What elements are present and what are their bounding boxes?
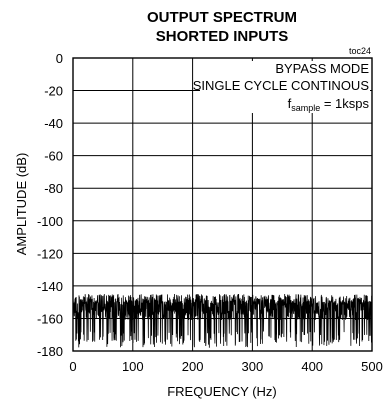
y-tick-label: 0 [56,51,63,66]
plot-frame [72,57,373,352]
chart-subtitle: SHORTED INPUTS [156,28,289,45]
y-tick-label: -80 [44,181,63,196]
annotation-conversion: SINGLE CYCLE CONTINOUS [193,78,370,93]
x-axis-label: FREQUENCY (Hz) [167,384,277,399]
y-tick-label: -60 [44,149,63,164]
x-tick-label: 200 [182,359,204,374]
trace-layer [72,294,373,348]
y-axis-label: AMPLITUDE (dB) [14,153,29,256]
y-tick-labels: 0 -20 -40 -60 -80 -100 -120 -140 -160 -180 [37,51,63,359]
y-tick-label: -20 [44,84,63,99]
x-tick-labels: 0 100 200 300 400 500 [69,359,382,374]
y-tick-label: -40 [44,116,63,131]
y-tick-label: -160 [37,311,63,326]
y-tick-label: -140 [37,279,63,294]
figure-id: toc24 [349,46,371,56]
annotation-background [200,61,370,113]
annotation-mode: BYPASS MODE [275,61,369,76]
y-tick-label: -100 [37,214,63,229]
x-tick-label: 0 [69,359,76,374]
x-tick-label: 300 [242,359,264,374]
noise-floor-trace [72,294,373,348]
annotation-sample-rate: fsample = 1ksps [288,96,370,113]
x-tick-label: 100 [122,359,144,374]
y-tick-label: -180 [37,344,63,359]
x-tick-label: 400 [301,359,323,374]
x-tick-label: 500 [361,359,383,374]
chart-title: OUTPUT SPECTRUM [147,9,297,26]
y-tick-label: -120 [37,246,63,261]
